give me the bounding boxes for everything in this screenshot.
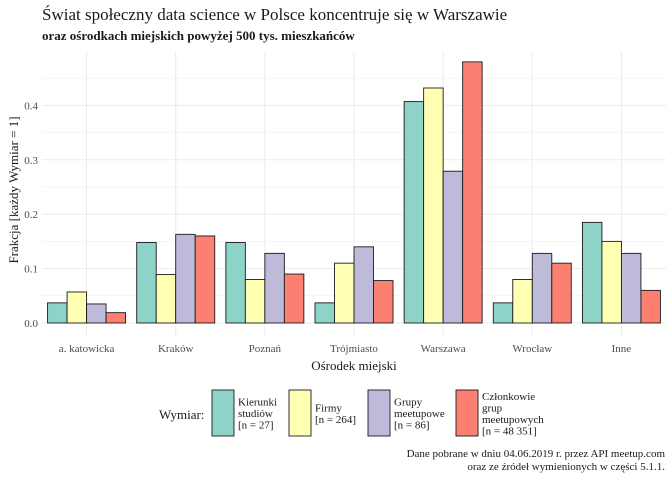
legend-key [288,389,312,437]
bar [373,280,394,324]
bar [334,262,355,324]
y-axis-title: Frakcja [każdy Wymiar = 1] [6,116,21,263]
bar [244,279,266,324]
bars [47,61,661,324]
legend-label: Firmy [n = 264] [315,402,356,426]
legend-key [367,389,391,437]
legend-label: Członkowie grup meetupowych [n = 48 351] [482,391,544,438]
chart-subtitle: oraz ośrodkach miejskich powyżej 500 tys… [42,28,355,43]
bar [194,235,216,324]
y-tick-label: 0.4 [24,100,38,112]
bar [581,221,603,324]
x-tick-label: Poznań [249,343,282,355]
x-axis-ticks: a. katowicka Kraków Poznań Trójmiasto Warsza… [59,343,632,355]
y-axis-ticks: 0.0 0.1 0.2 0.3 0.4 [24,100,38,330]
x-tick-label: Trójmiasto [330,343,378,355]
bar [620,252,642,324]
legend-key [455,389,479,437]
caption: Dane pobrane w dniu 04.06.2019 r. przez … [407,448,665,474]
legend-title: Wymiar: [159,407,204,422]
y-tick-label: 0.0 [24,318,38,330]
x-tick-label: Wrocław [512,343,552,355]
bar [423,87,444,324]
caption-line: oraz ze źródeł wymienionych w części 5.1… [467,461,665,473]
x-axis-title: Ośrodek miejski [311,358,397,373]
legend-key [211,389,235,437]
x-tick-label: Kraków [158,343,193,355]
bar [225,242,246,324]
x-tick-label: Warszawa [421,343,466,355]
bar [314,302,335,324]
bar [86,303,107,324]
bar [403,101,425,324]
bar [155,274,177,324]
bar [442,170,464,324]
y-tick-label: 0.2 [24,209,38,221]
bar [66,291,88,324]
x-tick-label: a. katowicka [59,343,115,355]
bar [640,289,661,324]
bar [462,61,483,324]
bar [353,246,374,324]
legend-label: Kierunki studiów [n = 27] [238,397,277,432]
bar [512,279,533,324]
legend-label: Grupy meetupowe [n = 86] [394,397,445,432]
y-tick-label: 0.1 [24,264,38,276]
bar [531,252,553,324]
caption-line: Dane pobrane w dniu 04.06.2019 r. przez … [406,448,665,460]
bar [175,233,196,324]
bar [264,252,285,324]
bar [492,302,514,324]
bar [551,262,572,324]
y-tick-label: 0.3 [24,155,38,167]
bar [105,312,127,324]
bar [601,240,622,324]
chart-title: Świat społeczny data science w Polsce ko… [42,5,508,24]
legend: Wymiar: Kierunki studiów [n = 27] Firmy [n =… [159,389,544,438]
bar [47,302,68,324]
x-tick-label: Inne [612,343,632,355]
bar [283,273,305,324]
bar [136,242,157,324]
